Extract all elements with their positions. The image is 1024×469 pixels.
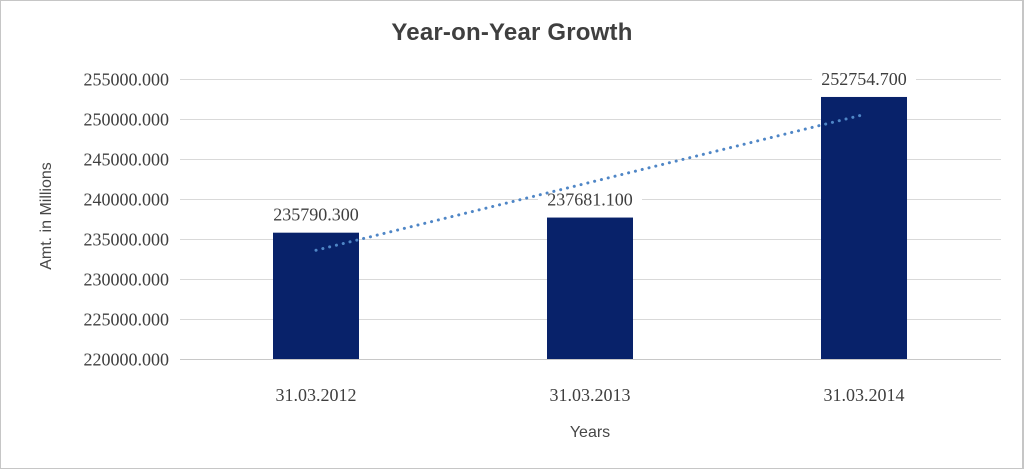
x-category-label: 31.03.2012 (276, 385, 357, 405)
x-category-label: 31.03.2014 (824, 385, 905, 405)
chart-title: Year-on-Year Growth (391, 19, 633, 46)
y-tick-label: 240000.000 (84, 190, 170, 210)
x-axis-title: Years (569, 424, 611, 441)
x-category-label: 31.03.2013 (550, 385, 631, 405)
y-tick-label: 250000.000 (84, 110, 170, 130)
y-tick-label: 220000.000 (84, 350, 170, 370)
bar-31.03.2013[interactable] (547, 217, 633, 359)
bar-31.03.2012[interactable] (273, 232, 359, 359)
data-label-bg (812, 67, 916, 89)
bar-31.03.2014[interactable] (821, 96, 907, 359)
y-tick-label: 235000.000 (84, 230, 170, 250)
data-label: 252754.700 (821, 69, 907, 89)
y-tick-label: 225000.000 (84, 310, 170, 330)
y-tick-label: 230000.000 (84, 270, 170, 290)
y-tick-label: 255000.000 (84, 70, 170, 90)
y-tick-label: 245000.000 (84, 150, 170, 170)
data-label: 235790.300 (273, 205, 359, 225)
trendline[interactable] (314, 113, 866, 252)
data-label-bg (264, 203, 368, 225)
y-axis-title: Amt. in Millions (38, 162, 55, 270)
data-label: 237681.100 (547, 190, 633, 210)
data-label-bg (538, 188, 642, 210)
